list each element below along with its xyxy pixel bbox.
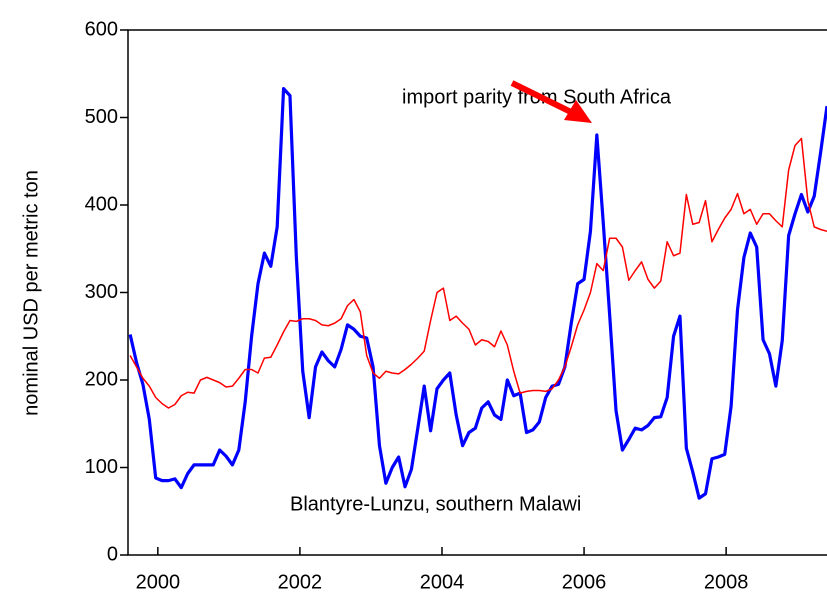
y-tick-label: 300 [85, 281, 118, 303]
x-tick-label: 2002 [278, 571, 323, 593]
y-tick-label: 500 [85, 106, 118, 128]
annotation-arrowhead [564, 100, 592, 123]
y-tick-label: 0 [107, 543, 118, 565]
plot-frame [127, 29, 827, 556]
series-line [129, 137, 827, 409]
y-tick-label: 100 [85, 456, 118, 478]
y-axis-label: nominal USD per metric ton [20, 170, 42, 416]
x-tick-label: 2008 [704, 571, 749, 593]
annotation-arrow [510, 80, 577, 117]
y-tick-label: 400 [85, 193, 118, 215]
annotation: Blantyre-Lunzu, southern Malawi [290, 493, 581, 515]
x-tick-label: 2006 [562, 571, 607, 593]
series-line [128, 87, 827, 500]
x-tick-label: 2004 [420, 571, 465, 593]
y-tick-label: 200 [85, 368, 118, 390]
y-tick-label: 600 [85, 18, 118, 40]
x-tick-label: 2000 [136, 571, 181, 593]
